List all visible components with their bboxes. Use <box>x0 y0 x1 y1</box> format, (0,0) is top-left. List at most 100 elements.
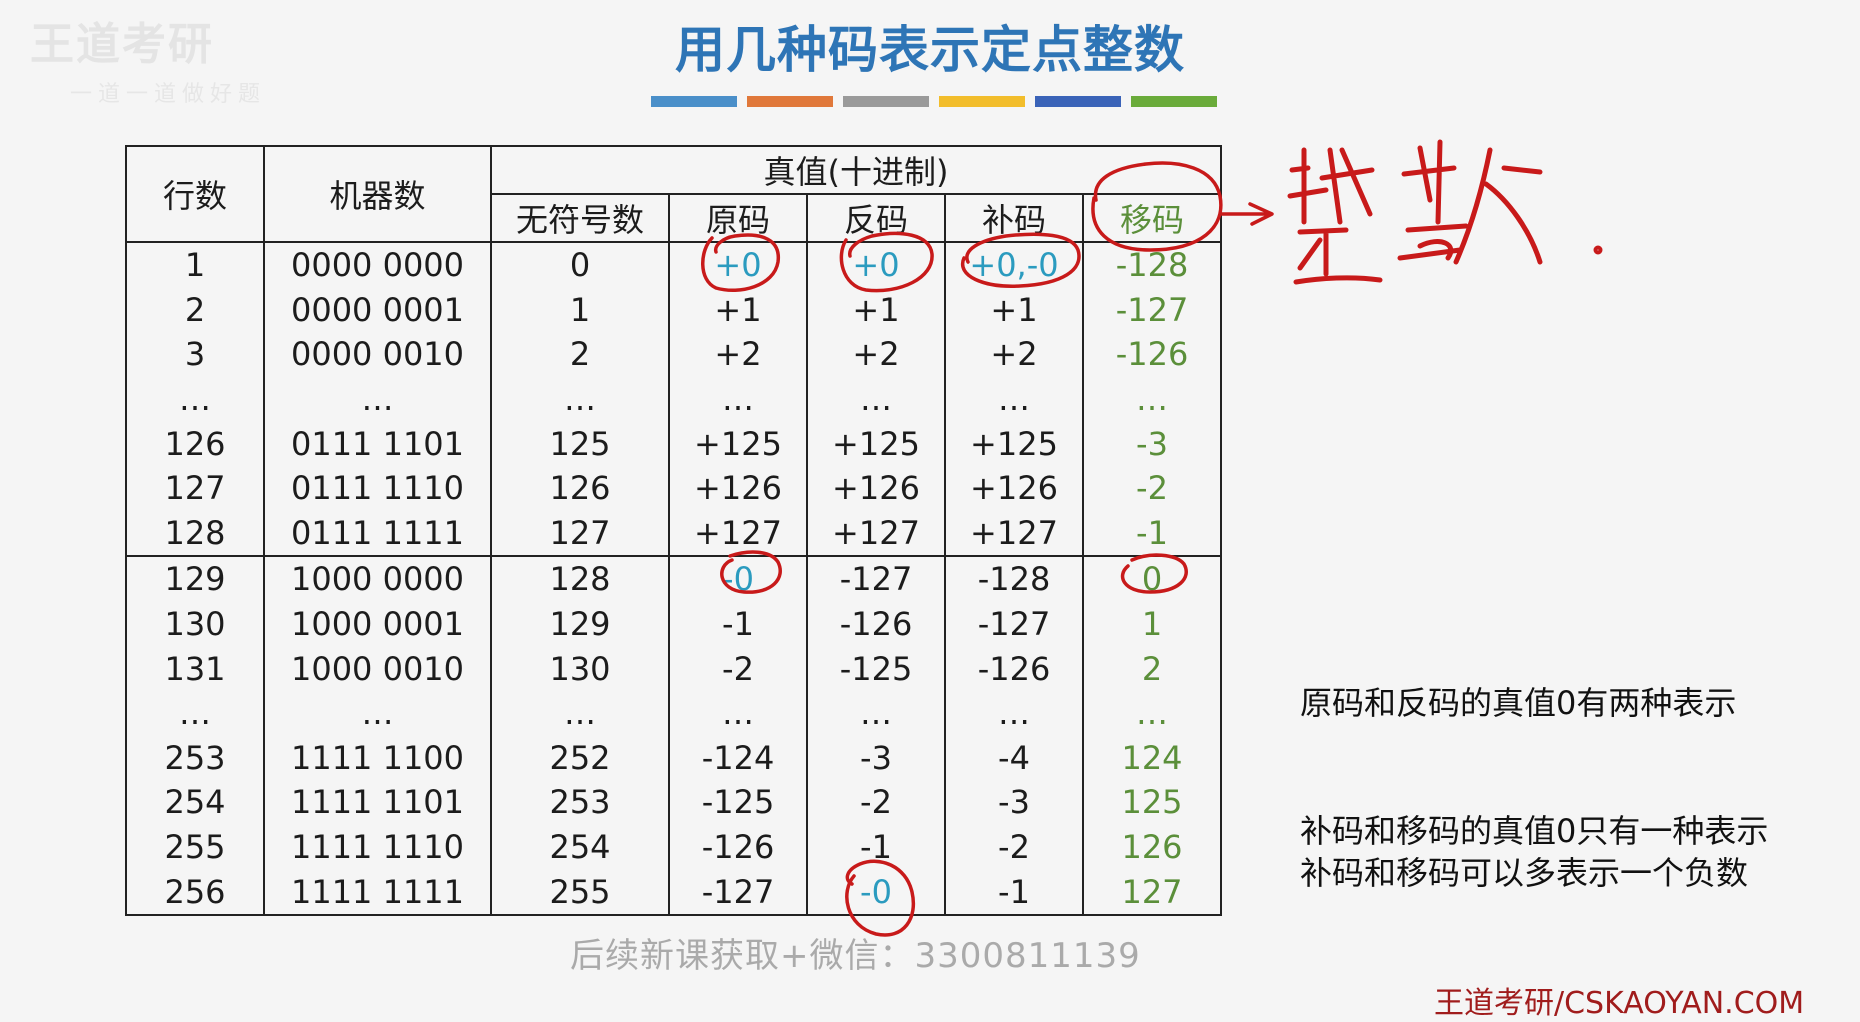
cell-ones-complement: +0 <box>806 242 945 288</box>
cell-biased: -128 <box>1082 242 1221 288</box>
cell-ones-complement: -2 <box>806 780 945 825</box>
cell-ones-complement: … <box>806 690 945 736</box>
cell-twos-complement: +126 <box>944 465 1083 511</box>
cell-machine-number: 1111 1101 <box>263 780 491 825</box>
cell-machine-number: 0000 0000 <box>263 242 491 288</box>
cell-sign-magnitude: +127 <box>668 510 807 557</box>
cell-machine-number: 0111 1110 <box>263 465 491 511</box>
arrow-to-integer <box>1220 202 1274 226</box>
cell-twos-complement: -126 <box>944 646 1083 691</box>
table-row: 127 0111 1110 126 +126 +126 +126 -2 <box>126 465 1221 511</box>
cell-row-no: … <box>179 380 211 419</box>
cell-row-no: 128 <box>164 513 226 552</box>
slide-title: 用几种码表示定点整数 <box>675 21 1185 79</box>
color-bar-6 <box>1131 96 1217 107</box>
cell-ones-complement: -127 <box>806 555 945 602</box>
cell-ones-complement: +127 <box>806 510 945 557</box>
color-bar-4 <box>939 96 1025 107</box>
cell-machine-number: 1000 0010 <box>263 646 491 691</box>
cell-unsigned: … <box>490 376 669 422</box>
cell-unsigned: 129 <box>490 601 669 647</box>
cell-unsigned: 125 <box>490 421 669 466</box>
cell-sign-magnitude: +2 <box>668 332 807 377</box>
watermark-logo: 王道考研 <box>30 19 214 70</box>
table-row: 129 1000 0000 128 -0 -127 -128 0 <box>126 555 1221 602</box>
cell-unsigned: 127 <box>490 510 669 557</box>
cell-ones-complement: +1 <box>806 287 945 333</box>
header-true-value: 真值(十进制) <box>490 146 1221 194</box>
table-body: 1 0000 0000 0 +0 +0 +0,-0 -128 2 0000 0001 1 +1 +1 +… <box>126 242 1221 915</box>
cell-sign-magnitude: +126 <box>668 465 807 511</box>
cell-unsigned: 252 <box>490 735 669 781</box>
cell-machine-number: 0111 1101 <box>263 421 491 466</box>
color-bar-strip <box>651 96 1217 107</box>
table-row: ………………… <box>126 376 1221 422</box>
cell-twos-complement: +1 <box>944 287 1083 333</box>
cell-row-no: 1 <box>184 246 206 285</box>
header-twos-complement: 补码 <box>944 193 1083 242</box>
cell-twos-complement: -2 <box>944 824 1083 870</box>
header-machine-number: 机器数 <box>263 146 491 242</box>
cell-twos-complement: +127 <box>944 510 1083 557</box>
cell-row-no: 2 <box>184 290 206 329</box>
cell-biased: -127 <box>1082 287 1221 333</box>
cell-twos-complement: … <box>944 376 1083 422</box>
header-ones-complement: 反码 <box>806 193 945 242</box>
code-table: 行数 机器数 真值(十进制) 无符号数 原码 反码 补码 移码 1 0000 00… <box>125 145 1222 916</box>
cell-machine-number: 1111 1110 <box>263 824 491 870</box>
cell-sign-magnitude: -1 <box>668 601 807 647</box>
cell-unsigned: … <box>490 690 669 736</box>
table-row: 3 0000 0010 2 +2 +2 +2 -126 <box>126 332 1221 377</box>
cell-machine-number: 1111 1111 <box>263 869 491 915</box>
header-sign-magnitude: 原码 <box>668 193 807 242</box>
cell-sign-magnitude: +0 <box>668 242 807 288</box>
cell-machine-number: 0000 0010 <box>263 332 491 377</box>
cell-twos-complement: -127 <box>944 601 1083 647</box>
cell-biased: … <box>1082 690 1221 736</box>
cell-twos-complement: -1 <box>944 869 1083 915</box>
cell-machine-number: 1000 0000 <box>263 555 491 602</box>
cell-ones-complement: -126 <box>806 601 945 647</box>
cell-machine-number: 0000 0001 <box>263 287 491 333</box>
cell-row-no: 3 <box>184 335 206 374</box>
cell-sign-magnitude: -125 <box>668 780 807 825</box>
cell-sign-magnitude: -2 <box>668 646 807 691</box>
cell-twos-complement: +2 <box>944 332 1083 377</box>
cell-twos-complement: +0,-0 <box>944 242 1083 288</box>
cell-unsigned: 2 <box>490 332 669 377</box>
table-row: 255 1111 1110 254 -126 -1 -2 126 <box>126 824 1221 870</box>
cell-unsigned: 254 <box>490 824 669 870</box>
cell-row-no: 129 <box>126 555 264 602</box>
cell-unsigned: 126 <box>490 465 669 511</box>
cell-biased: 2 <box>1082 646 1221 691</box>
cell-unsigned: 128 <box>490 555 669 602</box>
cell-biased: 0 <box>1082 555 1221 602</box>
color-bar-3 <box>843 96 929 107</box>
table-row: 126 0111 1101 125 +125 +125 +125 -3 <box>126 421 1221 466</box>
cell-biased: 1 <box>1082 601 1221 647</box>
cell-row-no: 253 <box>164 738 226 777</box>
cell-sign-magnitude: +125 <box>668 421 807 466</box>
table-row: 1 0000 0000 0 +0 +0 +0,-0 -128 <box>126 242 1221 288</box>
cell-sign-magnitude: -124 <box>668 735 807 781</box>
table-row: 254 1111 1101 253 -125 -2 -3 125 <box>126 780 1221 825</box>
note-one-zero-representation: 补码和移码的真值0只有一种表示 <box>1300 812 1769 850</box>
cell-row-no: 127 <box>164 469 226 508</box>
table-row: 2 0000 0001 1 +1 +1 +1 -127 <box>126 287 1221 333</box>
cell-ones-complement: -0 <box>806 869 945 915</box>
table-row: 253 1111 1100 252 -124 -3 -4 124 <box>126 735 1221 781</box>
cell-biased: 127 <box>1082 869 1221 915</box>
cell-twos-complement: … <box>944 690 1083 736</box>
note-extra-negative: 补码和移码可以多表示一个负数 <box>1300 854 1749 892</box>
watermark-tagline: 一道一道做好题 <box>70 82 267 107</box>
cell-unsigned: 1 <box>490 287 669 333</box>
color-bar-5 <box>1035 96 1121 107</box>
cell-twos-complement: -4 <box>944 735 1083 781</box>
cell-biased: -1 <box>1082 510 1221 557</box>
cell-unsigned: 255 <box>490 869 669 915</box>
header-row-no: 行数 <box>162 177 227 215</box>
header-biased: 移码 <box>1082 193 1221 242</box>
cell-biased: -2 <box>1082 465 1221 511</box>
cell-ones-complement: -3 <box>806 735 945 781</box>
